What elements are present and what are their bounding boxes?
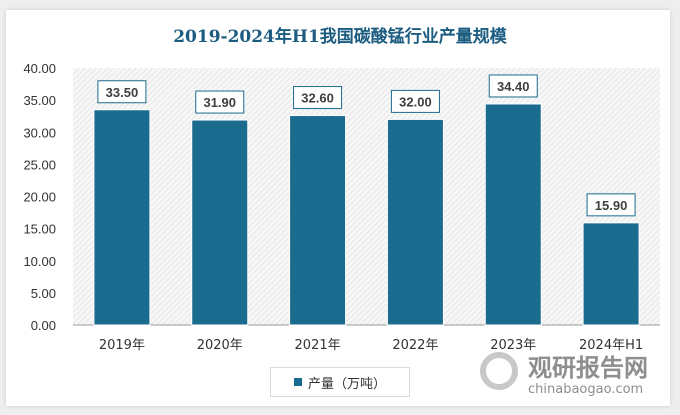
- watermark-cn: 观研报告网: [528, 354, 648, 382]
- data-label: 31.90: [203, 95, 236, 110]
- bar: [386, 118, 444, 326]
- y-tick-label: 30.00: [23, 125, 56, 140]
- data-label-box: [390, 89, 440, 113]
- legend-label: 产量（万吨）: [307, 376, 386, 392]
- y-tick-label: 5.00: [31, 286, 56, 301]
- data-label: 34.40: [497, 79, 530, 94]
- y-tick-label: 10.00: [23, 254, 56, 269]
- bar: [582, 222, 640, 326]
- bar: [484, 103, 542, 326]
- bar: [289, 115, 347, 326]
- data-label-box: [488, 74, 538, 98]
- y-tick-label: 15.00: [23, 222, 56, 237]
- y-tick-label: 0.00: [31, 318, 56, 333]
- x-tick-label: 2024年H1: [579, 338, 643, 353]
- y-tick-label: 20.00: [23, 190, 56, 205]
- x-tick-label: 2022年: [392, 338, 438, 353]
- data-label-box: [586, 193, 636, 217]
- legend-swatch: [293, 378, 302, 386]
- y-tick-label: 35.00: [23, 93, 56, 108]
- x-tick-label: 2020年: [197, 338, 243, 353]
- x-tick-label: 2021年: [295, 338, 341, 353]
- y-tick-label: 40.00: [23, 61, 56, 76]
- x-tick-label: 2023年: [490, 338, 536, 353]
- y-tick-label: 25.00: [23, 157, 56, 172]
- data-label: 32.60: [301, 91, 334, 106]
- watermark-logo-icon: [480, 352, 518, 390]
- x-tick-label: 2019年: [99, 338, 145, 353]
- data-label-box: [97, 80, 147, 104]
- data-label-box: [195, 90, 245, 114]
- bar: [93, 109, 151, 326]
- data-label: 33.50: [106, 85, 139, 100]
- data-label: 15.90: [595, 198, 628, 213]
- plot-area: [73, 68, 660, 325]
- data-label-box: [293, 86, 343, 110]
- legend: 产量（万吨）: [270, 367, 410, 397]
- data-label: 32.00: [399, 94, 432, 109]
- chart-title: 2019-2024年H1我国碳酸锰行业产量规模: [173, 27, 507, 47]
- bar: [191, 119, 249, 326]
- watermark-en: chinabaogao.com: [528, 382, 644, 397]
